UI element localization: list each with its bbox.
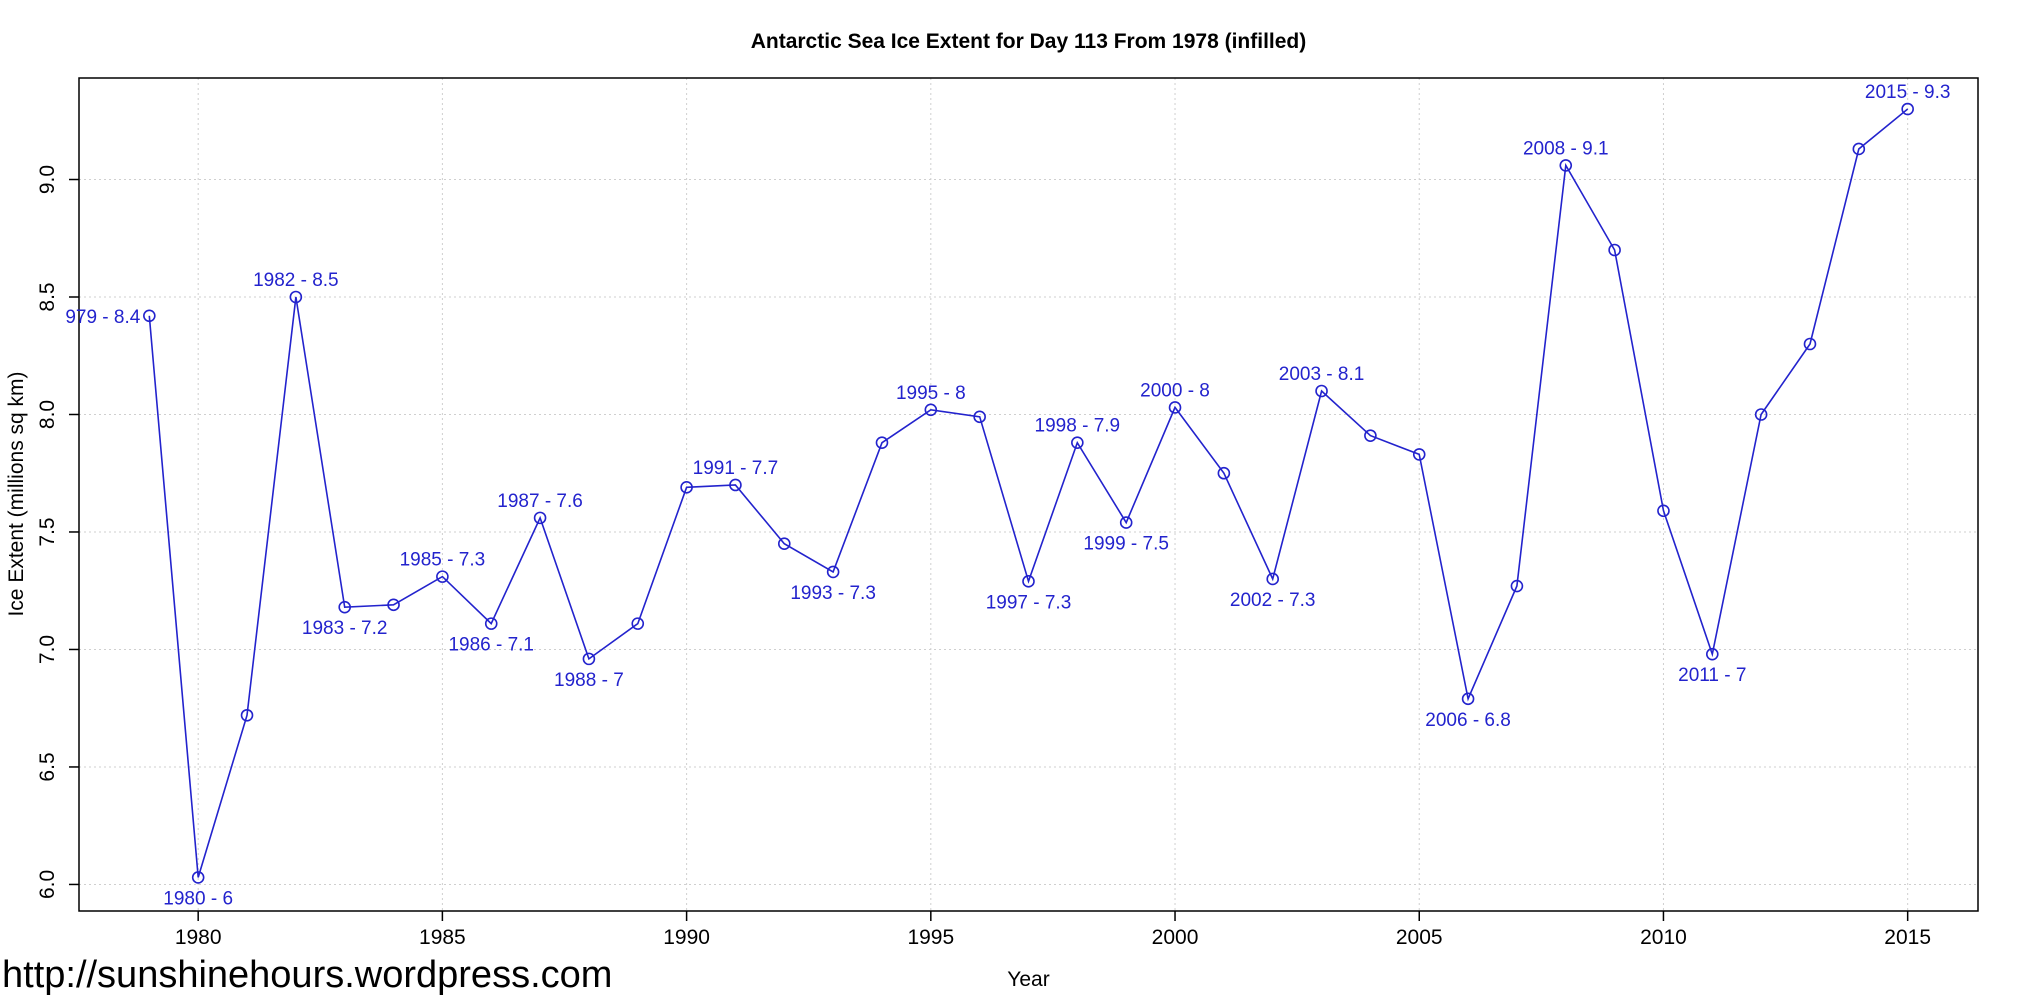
data-point-1993 [826,565,840,579]
data-label-1987: 1987 - 7.6 [497,491,583,512]
data-label-2015: 2015 - 9.3 [1865,82,1951,103]
data-point-2013 [1803,337,1817,351]
data-point-1992 [777,537,791,551]
x-tick-label-1990: 1990 [663,926,710,949]
data-label-1985: 1985 - 7.3 [400,550,486,571]
x-tick-label-2005: 2005 [1396,926,1443,949]
data-label-2006: 2006 - 6.8 [1425,710,1511,731]
y-tick-label-7.5: 7.5 [36,517,59,546]
data-point-2012 [1754,408,1768,421]
data-point-2000 [1168,401,1182,414]
data-label-2011: 2011 - 7 [1678,665,1746,686]
data-point-1979 [143,309,156,323]
data-point-1994 [875,436,889,449]
data-label-1980: 1980 - 6 [163,888,233,909]
data-point-2009 [1608,243,1621,257]
data-point-2008 [1559,159,1573,172]
x-tick-label-2015: 2015 [1884,926,1931,949]
data-label-1991: 1991 - 7.7 [693,458,779,479]
x-tick-label-2000: 2000 [1152,926,1199,949]
data-label-1986: 1986 - 7.1 [448,635,534,656]
y-tick-label-9.0: 9.0 [36,165,59,194]
footer-url: http://sunshinehours.wordpress.com [2,954,613,996]
data-label-2008: 2008 - 9.1 [1523,138,1609,159]
data-point-1983 [338,600,352,614]
data-point-1996 [973,410,986,424]
y-tick-label-7.0: 7.0 [36,635,59,664]
data-label-2003: 2003 - 8.1 [1279,364,1365,385]
data-label-1993: 1993 - 7.3 [790,583,876,604]
data-point-1986 [484,617,498,630]
data-point-2014 [1852,142,1866,156]
data-label-1988: 1988 - 7 [554,670,624,691]
data-point-1982 [289,290,303,304]
data-point-1988 [582,652,596,666]
data-point-2007 [1510,579,1524,593]
data-point-2015 [1901,102,1914,116]
data-label-1999: 1999 - 7.5 [1083,534,1169,555]
y-axis-title-text: Ice Extent (millions sq km) [5,371,28,617]
data-label-1998: 1998 - 7.9 [1035,416,1121,437]
data-label-1997: 1997 - 7.3 [986,592,1072,613]
data-point-2011 [1705,647,1719,661]
x-tick-label-1985: 1985 [419,926,466,949]
chart-title: Antarctic Sea Ice Extent for Day 113 Fro… [750,30,1307,53]
data-point-1984 [387,598,400,612]
data-label-1995: 1995 - 8 [896,383,966,404]
x-tick-label-1995: 1995 [907,926,954,949]
data-point-1990 [680,481,693,494]
data-point-1997 [1022,575,1035,588]
data-point-2010 [1657,504,1670,518]
x-tick-label-2010: 2010 [1640,926,1687,949]
data-point-1991 [729,478,742,492]
data-point-1998 [1071,436,1084,449]
data-point-1985 [436,570,449,583]
y-tick-label-8.0: 8.0 [36,400,59,429]
x-axis-title: Year [1007,968,1050,991]
plot-border [78,77,1979,912]
data-point-2001 [1217,466,1231,480]
data-point-1980 [191,871,205,884]
series-line [148,108,1909,878]
y-tick-label-6.5: 6.5 [36,752,59,781]
data-point-1989 [631,617,645,630]
data-point-2005 [1412,448,1426,461]
y-tick-label-6.0: 6.0 [36,870,59,899]
y-tick-label-8.5: 8.5 [36,282,59,311]
data-point-2006 [1461,692,1475,706]
x-tick-label-1980: 1980 [175,926,222,949]
data-point-2003 [1315,384,1328,398]
data-point-1987 [533,511,547,525]
data-label-1983: 1983 - 7.2 [302,618,388,639]
data-point-1981 [240,708,254,722]
data-label-2000: 2000 - 8 [1140,380,1210,401]
data-point-2002 [1266,572,1280,586]
data-label-1982: 1982 - 8.5 [253,270,339,291]
data-point-1995 [924,403,938,417]
data-point-1999 [1119,516,1133,529]
data-label-2002: 2002 - 7.3 [1230,590,1316,611]
data-label-1979: 979 - 8.4 [65,307,140,328]
data-point-2004 [1364,429,1377,442]
